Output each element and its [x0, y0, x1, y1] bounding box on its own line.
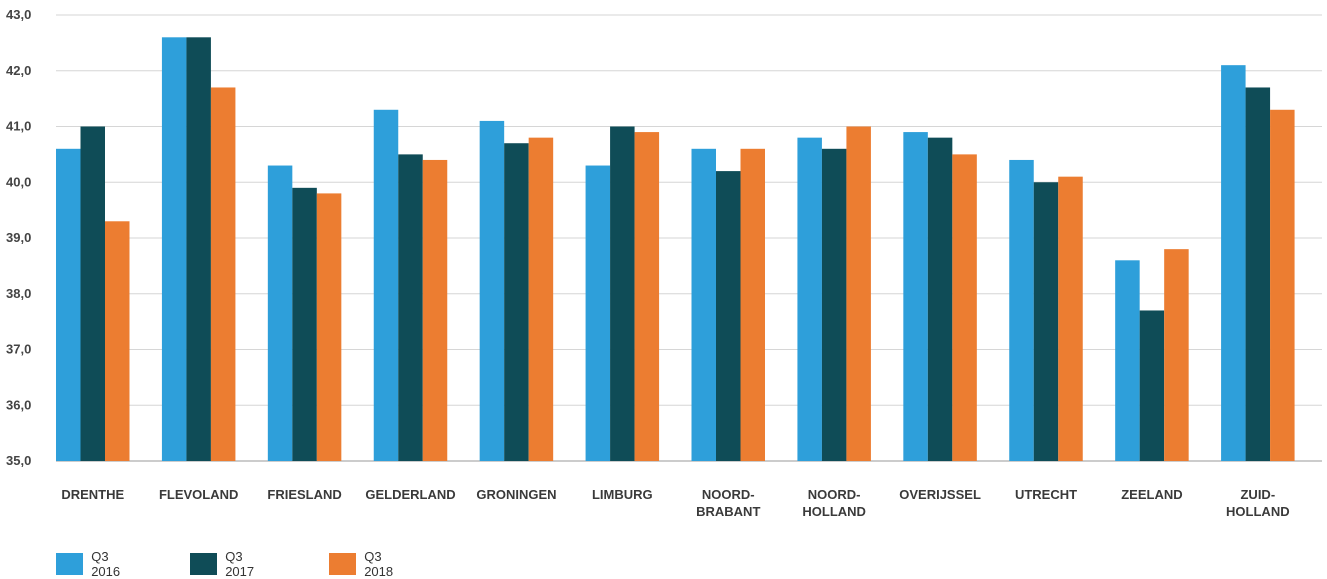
bar	[210, 87, 236, 461]
x-tick-label: UTRECHT	[1015, 487, 1077, 502]
bar	[373, 109, 399, 461]
y-tick-label: 37,0	[6, 342, 31, 357]
x-tick-label-line: ZEELAND	[1121, 487, 1182, 502]
bar	[952, 154, 977, 462]
bar	[1009, 159, 1034, 461]
x-tick-label-line: UTRECHT	[1015, 487, 1077, 502]
x-tick-label-line: FRIESLAND	[267, 487, 341, 502]
x-tick-label: FRIESLAND	[267, 487, 341, 502]
bar	[105, 221, 130, 461]
x-tick-label-line: NOORD-	[808, 487, 861, 502]
y-tick-label: 41,0	[6, 119, 31, 134]
grid-lines	[56, 14, 1322, 462]
x-tick-label-line: DRENTHE	[61, 487, 124, 502]
legend-item: Q3 2018	[329, 549, 402, 579]
bar	[56, 148, 81, 462]
y-tick-label: 35,0	[6, 453, 31, 468]
bar	[528, 137, 554, 461]
x-tick-label-line: HOLLAND	[802, 504, 866, 519]
x-tick-label-line: NOORD-	[702, 487, 755, 502]
x-tick-label: GELDERLAND	[365, 487, 455, 502]
x-tick-label: ZEELAND	[1121, 487, 1182, 502]
y-tick-label: 38,0	[6, 286, 31, 301]
bar	[1270, 109, 1295, 461]
y-axis-ticks: 35,0 36,0 37,0 38,0 39,0 40,0 41,0 42,0 43,0	[6, 7, 31, 468]
x-tick-label: NOORD- BRABANT	[696, 487, 760, 519]
y-tick-label: 36,0	[6, 397, 31, 412]
bar	[797, 137, 822, 461]
x-tick-label: ZUID- HOLLAND	[1226, 487, 1290, 519]
bar	[186, 37, 211, 462]
bar	[479, 120, 505, 462]
bar	[161, 37, 187, 462]
legend-item: Q3 2017	[190, 549, 263, 579]
y-tick-label: 42,0	[6, 63, 31, 78]
x-tick-label-line: HOLLAND	[1226, 504, 1290, 519]
bar	[316, 193, 342, 461]
bar	[422, 159, 448, 461]
bar	[1245, 87, 1271, 461]
bar	[1058, 176, 1083, 462]
bar	[1139, 310, 1165, 461]
x-tick-label: FLEVOLAND	[159, 487, 238, 502]
x-tick-label-line: GRONINGEN	[476, 487, 556, 502]
legend-swatch	[190, 553, 218, 575]
y-tick-label: 40,0	[6, 174, 31, 189]
bars	[56, 37, 1295, 462]
legend-item: Q3 2016	[56, 549, 129, 579]
x-axis-labels: DRENTHE FLEVOLAND FRIESLAND GELDERLAND GRONI…	[61, 487, 1289, 519]
x-tick-label-line: OVERIJSSEL	[899, 487, 981, 502]
bar	[398, 154, 423, 462]
bar-chart: 35,0 36,0 37,0 38,0 39,0 40,0 41,0 42,0 43,0 DRE…	[6, 7, 1322, 519]
x-tick-label: DRENTHE	[61, 487, 124, 502]
bar	[634, 132, 660, 461]
y-tick-label: 39,0	[6, 230, 31, 245]
bar	[740, 148, 765, 462]
x-tick-label: LIMBURG	[592, 487, 653, 502]
bar	[716, 171, 741, 461]
bar	[80, 126, 105, 461]
bar	[610, 126, 635, 461]
x-tick-label-line: ZUID-	[1240, 487, 1275, 502]
bar	[1164, 249, 1189, 461]
y-tick-label: 43,0	[6, 7, 31, 22]
x-tick-label-line: FLEVOLAND	[159, 487, 238, 502]
bar	[927, 137, 953, 461]
bar	[691, 148, 716, 462]
bar	[292, 187, 317, 461]
bar	[585, 165, 611, 461]
bar	[903, 132, 928, 461]
bar	[504, 143, 529, 461]
x-tick-label-line: LIMBURG	[592, 487, 653, 502]
legend-swatch	[56, 553, 84, 575]
bar	[1033, 182, 1059, 461]
x-tick-label: GRONINGEN	[476, 487, 556, 502]
bar	[267, 165, 293, 461]
x-tick-label: NOORD- HOLLAND	[802, 487, 866, 519]
bar	[821, 148, 847, 462]
bar	[1221, 65, 1246, 462]
x-tick-label: OVERIJSSEL	[899, 487, 981, 502]
bar	[846, 126, 871, 461]
x-tick-label-line: BRABANT	[696, 504, 760, 519]
legend-swatch	[329, 553, 357, 575]
x-tick-label-line: GELDERLAND	[365, 487, 455, 502]
bar	[1115, 260, 1140, 461]
